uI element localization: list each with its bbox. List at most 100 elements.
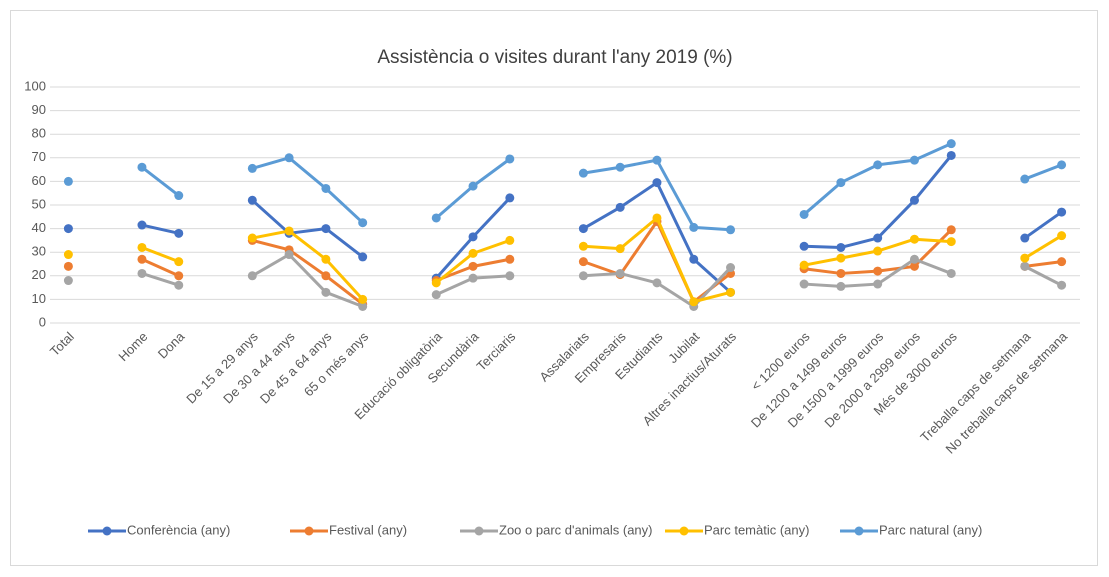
point: [578, 257, 588, 267]
point: [174, 257, 184, 267]
point: [174, 228, 184, 238]
legend-marker: [679, 526, 689, 536]
point: [247, 195, 257, 205]
point: [689, 222, 699, 232]
y-tick-label: 40: [32, 220, 46, 235]
point: [431, 213, 441, 223]
y-tick-label: 30: [32, 244, 46, 259]
legend-label: Conferència (any): [127, 522, 230, 537]
point: [358, 218, 368, 228]
point: [1020, 261, 1030, 271]
point: [137, 242, 147, 252]
point: [873, 246, 883, 256]
y-tick-label: 70: [32, 149, 46, 164]
point: [505, 271, 515, 281]
point: [946, 237, 956, 247]
point: [137, 254, 147, 264]
point: [799, 279, 809, 289]
point: [873, 160, 883, 170]
point: [505, 254, 515, 264]
point: [873, 266, 883, 276]
point: [909, 155, 919, 165]
point: [247, 271, 257, 281]
y-tick-label: 20: [32, 267, 46, 282]
y-tick-label: 80: [32, 126, 46, 141]
point: [689, 297, 699, 307]
point: [873, 233, 883, 243]
point: [137, 220, 147, 230]
point: [909, 195, 919, 205]
point: [63, 250, 73, 260]
legend-marker: [854, 526, 864, 536]
point: [247, 233, 257, 243]
point: [909, 234, 919, 244]
point: [468, 261, 478, 271]
point: [1057, 207, 1067, 217]
point: [284, 250, 294, 260]
point: [836, 178, 846, 188]
point: [358, 294, 368, 304]
point: [63, 176, 73, 186]
point: [1020, 174, 1030, 184]
legend-label: Zoo o parc d'animals (any): [499, 522, 653, 537]
point: [1057, 257, 1067, 267]
point: [1020, 233, 1030, 243]
point: [358, 252, 368, 262]
point: [578, 271, 588, 281]
point: [431, 290, 441, 300]
point: [358, 301, 368, 311]
point: [652, 178, 662, 188]
y-tick-label: 0: [39, 314, 46, 329]
point: [873, 279, 883, 289]
y-tick-label: 90: [32, 102, 46, 117]
point: [615, 162, 625, 172]
point: [1020, 253, 1030, 263]
chart-frame: [10, 10, 1098, 566]
point: [137, 268, 147, 278]
point: [799, 209, 809, 219]
point: [946, 150, 956, 160]
legend-label: Parc temàtic (any): [704, 522, 809, 537]
point: [1057, 280, 1067, 290]
point: [946, 268, 956, 278]
point: [799, 260, 809, 270]
point: [321, 271, 331, 281]
legend-marker: [102, 526, 112, 536]
point: [578, 241, 588, 251]
point: [505, 235, 515, 245]
y-tick-label: 60: [32, 173, 46, 188]
point: [799, 241, 809, 251]
point: [63, 224, 73, 234]
point: [836, 268, 846, 278]
point: [321, 183, 331, 193]
point: [321, 224, 331, 234]
point: [63, 276, 73, 286]
point: [284, 153, 294, 163]
legend-label: Festival (any): [329, 522, 407, 537]
point: [468, 273, 478, 283]
point: [726, 225, 736, 235]
point: [726, 263, 736, 273]
point: [652, 155, 662, 165]
point: [468, 232, 478, 242]
point: [321, 287, 331, 297]
point: [615, 244, 625, 254]
point: [63, 261, 73, 271]
legend-label: Parc natural (any): [879, 522, 982, 537]
point: [1057, 231, 1067, 241]
point: [505, 193, 515, 203]
point: [615, 268, 625, 278]
point: [578, 168, 588, 178]
chart-title: Assistència o visites durant l'any 2019 …: [377, 47, 732, 68]
point: [652, 213, 662, 223]
point: [578, 224, 588, 234]
point: [836, 281, 846, 291]
point: [946, 225, 956, 235]
point: [321, 254, 331, 264]
y-tick-label: 100: [24, 78, 46, 93]
point: [284, 226, 294, 236]
point: [174, 271, 184, 281]
y-tick-label: 10: [32, 291, 46, 306]
point: [137, 162, 147, 172]
